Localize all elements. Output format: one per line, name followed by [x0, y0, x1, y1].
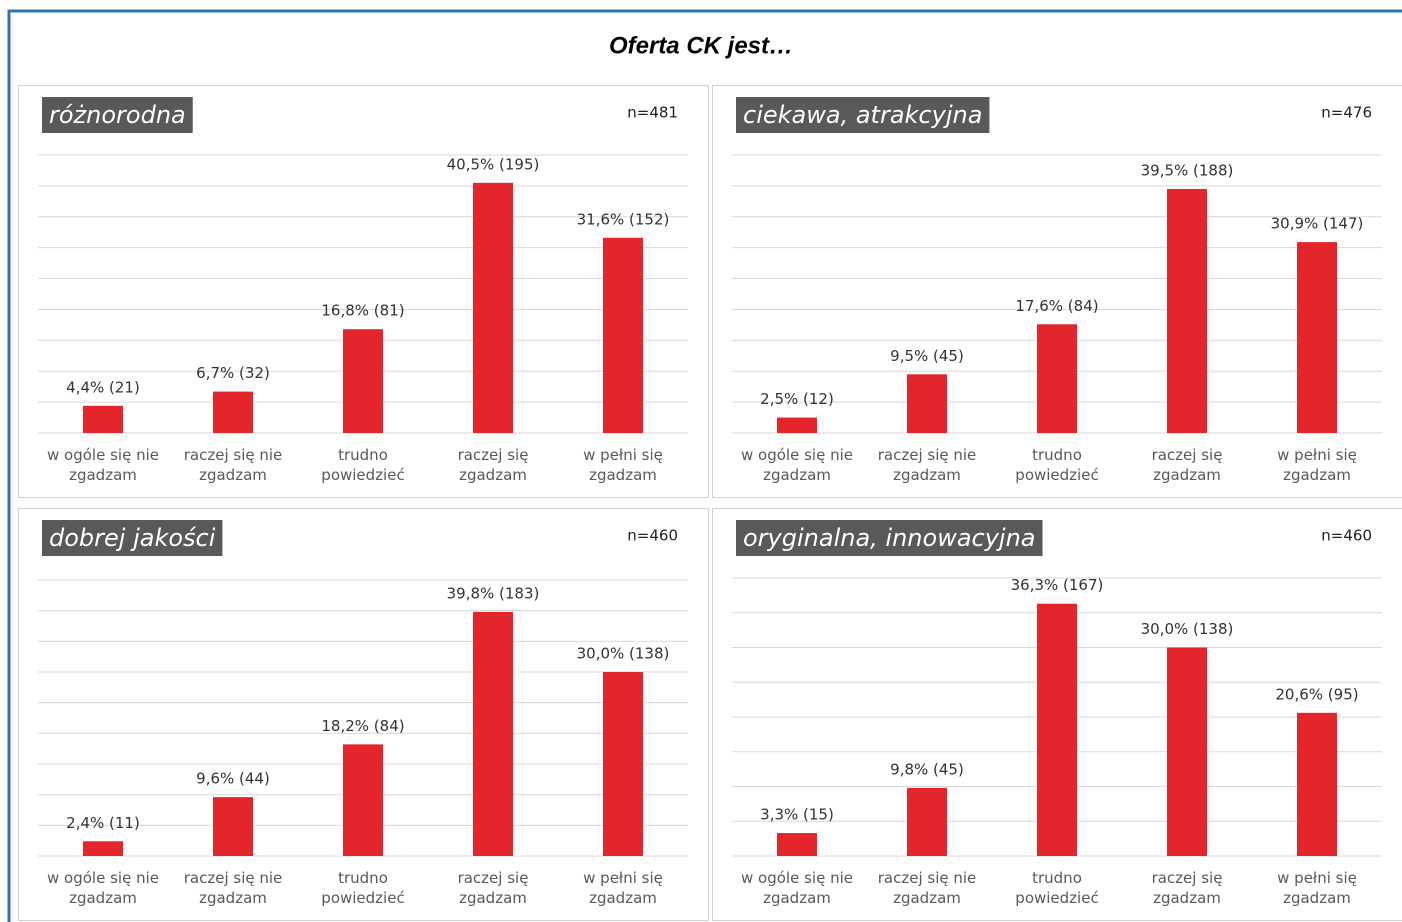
- data-label: 31,6% (152): [577, 210, 670, 228]
- x-tick-label: w pełni się zgadzam: [1277, 869, 1357, 907]
- bar: [777, 417, 817, 433]
- bar: [1167, 647, 1207, 856]
- panel-title: dobrej jakości: [49, 524, 216, 552]
- data-label: 9,5% (45): [890, 347, 964, 365]
- data-label: 2,5% (12): [760, 390, 834, 408]
- data-label: 18,2% (84): [321, 717, 404, 735]
- x-tick-label: raczej się nie zgadzam: [877, 446, 977, 484]
- x-tick-label: w pełni się zgadzam: [583, 446, 663, 484]
- bar: [777, 833, 817, 856]
- bar: [1297, 242, 1337, 433]
- x-tick-label: raczej się zgadzam: [457, 869, 529, 907]
- x-tick-label: trudno powiedzieć: [1015, 869, 1099, 907]
- panel-title-box: [736, 520, 1043, 556]
- x-tick-label: raczej się zgadzam: [1151, 446, 1223, 484]
- panel-frame: [18, 508, 709, 921]
- bar: [473, 182, 513, 433]
- panel-title-box: [736, 97, 990, 133]
- bar: [1167, 188, 1207, 433]
- panel: oryginalna, innowacyjna n=460 3,3% (15) 9,8…: [712, 508, 1402, 921]
- x-tick-label: raczej się nie zgadzam: [183, 446, 283, 484]
- data-label: 6,7% (32): [196, 364, 270, 382]
- x-tick-label: raczej się zgadzam: [1151, 869, 1223, 907]
- x-tick-label: trudno powiedzieć: [1015, 446, 1099, 484]
- panel-title-box: [42, 520, 223, 556]
- x-tick-label: raczej się zgadzam: [457, 446, 529, 484]
- data-label: 9,6% (44): [196, 770, 270, 788]
- panel-frame: [712, 508, 1402, 921]
- sample-size: n=481: [627, 104, 678, 122]
- panel-title: oryginalna, innowacyjna: [743, 524, 1036, 552]
- sample-size: n=460: [627, 527, 678, 545]
- panel-frame: [18, 85, 709, 498]
- data-label: 16,8% (81): [321, 302, 404, 320]
- panel-frame: [712, 85, 1402, 498]
- bar: [213, 391, 253, 433]
- data-label: 30,9% (147): [1271, 215, 1364, 233]
- sample-size: n=460: [1321, 527, 1372, 545]
- bar: [1297, 712, 1337, 856]
- bar: [1037, 603, 1077, 856]
- x-tick-label: w pełni się zgadzam: [1277, 446, 1357, 484]
- bar: [343, 329, 383, 433]
- data-label: 30,0% (138): [577, 645, 670, 663]
- bar: [343, 744, 383, 856]
- bar: [603, 672, 643, 856]
- bar: [907, 787, 947, 856]
- x-tick-label: raczej się nie zgadzam: [877, 869, 977, 907]
- data-label: 39,8% (183): [447, 584, 540, 602]
- data-label: 3,3% (15): [760, 806, 834, 824]
- x-tick-label: w ogóle się nie zgadzam: [47, 869, 159, 907]
- panel-title-box: [42, 97, 193, 133]
- bar: [603, 237, 643, 433]
- x-tick-label: w ogóle się nie zgadzam: [47, 446, 159, 484]
- data-label: 9,8% (45): [890, 760, 964, 778]
- data-label: 30,0% (138): [1141, 620, 1234, 638]
- outer-frame: [7, 9, 1402, 922]
- panel: różnorodna n=481 4,4% (21) 6,7% (32) 16,8% (…: [18, 85, 709, 498]
- sample-size: n=476: [1321, 104, 1372, 122]
- panel-title: różnorodna: [49, 101, 186, 129]
- data-label: 36,3% (167): [1011, 576, 1104, 594]
- data-label: 40,5% (195): [447, 155, 540, 173]
- x-tick-label: w pełni się zgadzam: [583, 869, 663, 907]
- bar: [1037, 324, 1077, 433]
- x-tick-label: w ogóle się nie zgadzam: [741, 446, 853, 484]
- bar: [473, 611, 513, 856]
- data-label: 4,4% (21): [66, 378, 140, 396]
- bar: [83, 841, 123, 856]
- x-tick-label: w ogóle się nie zgadzam: [741, 869, 853, 907]
- x-tick-label: raczej się nie zgadzam: [183, 869, 283, 907]
- data-label: 17,6% (84): [1015, 297, 1098, 315]
- bar: [907, 374, 947, 433]
- data-label: 20,6% (95): [1275, 685, 1358, 703]
- data-label: 39,5% (188): [1141, 161, 1234, 179]
- bar: [213, 797, 253, 856]
- x-tick-label: trudno powiedzieć: [321, 869, 405, 907]
- panel: dobrej jakości n=460 2,4% (11) 9,6% (44) 18,…: [18, 508, 709, 921]
- x-tick-label: trudno powiedzieć: [321, 446, 405, 484]
- panel-title: ciekawa, atrakcyjna: [743, 101, 982, 129]
- bar: [83, 405, 123, 433]
- panel: ciekawa, atrakcyjna n=476 2,5% (12) 9,5% (4…: [712, 85, 1402, 498]
- data-label: 2,4% (11): [66, 814, 140, 832]
- page-title: Oferta CK jest…: [609, 32, 793, 59]
